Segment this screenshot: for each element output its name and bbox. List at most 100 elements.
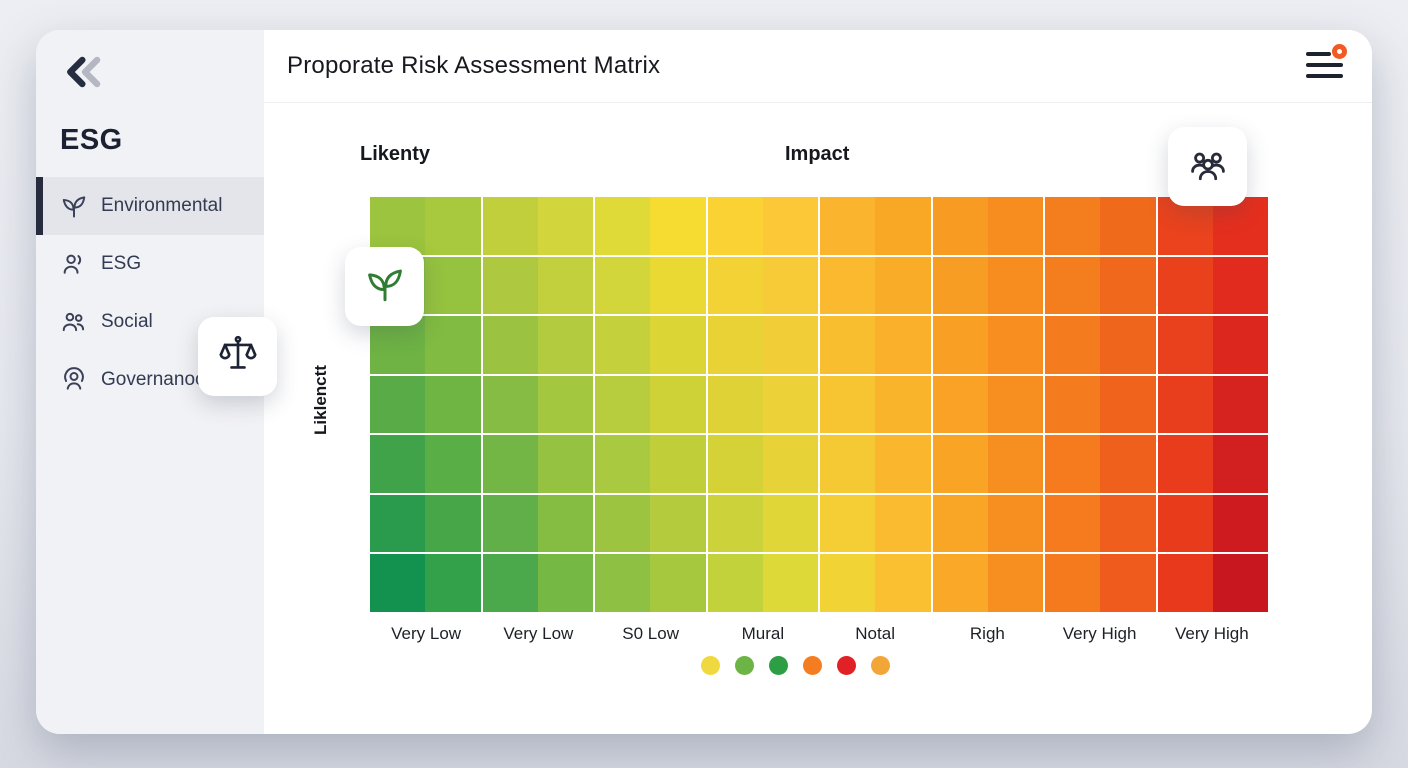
matrix-cell-shade — [425, 316, 481, 374]
matrix-cell-shade — [1212, 435, 1268, 493]
matrix-cell — [595, 316, 706, 374]
legend-dot — [802, 656, 822, 675]
matrix-cell-shade — [762, 494, 818, 553]
legend-dot — [836, 656, 856, 675]
matrix-cell-shade — [932, 375, 988, 434]
matrix-cell — [1157, 316, 1268, 374]
matrix-cell-shade — [1157, 256, 1213, 315]
matrix-cell — [820, 316, 931, 374]
users-icon — [60, 308, 88, 336]
matrix-cell-shade — [707, 197, 763, 255]
matrix-cell-shade — [595, 256, 651, 315]
matrix-cell — [595, 256, 706, 315]
sidebar-nav: Environmental ESG Social Governanoc — [36, 177, 264, 409]
matrix-cell — [820, 554, 931, 612]
matrix-cell-shade — [1212, 494, 1268, 553]
risk-matrix-heatmap — [370, 197, 1268, 612]
matrix-cell-shade — [425, 554, 481, 612]
sidebar-item-governanoc[interactable]: Governanoc — [36, 351, 264, 409]
matrix-cell — [932, 375, 1043, 434]
matrix-cell-shade — [1045, 435, 1101, 493]
x-axis-labels: Very Low Very Low S0 Low Mural Notal Righ Very… — [370, 624, 1268, 644]
active-indicator-bar — [36, 177, 43, 235]
matrix-cell-shade — [650, 375, 706, 434]
matrix-cell-shade — [370, 375, 426, 434]
sidebar-item-label: ESG — [101, 253, 142, 274]
matrix-cell — [1045, 256, 1156, 315]
matrix-cell-shade — [1212, 256, 1268, 315]
social-card[interactable] — [1168, 127, 1247, 206]
matrix-cell — [482, 316, 593, 374]
sidebar-item-environmental[interactable]: Environmental — [36, 177, 264, 235]
notification-badge — [1332, 44, 1347, 59]
matrix-cell-shade — [762, 197, 818, 255]
matrix-cell-shade — [1100, 494, 1156, 553]
sidebar-item-label: Environmental — [101, 195, 223, 216]
matrix-cell-shade — [987, 554, 1043, 612]
matrix-cell — [932, 494, 1043, 553]
matrix-cell-shade — [1100, 435, 1156, 493]
matrix-cell-shade — [820, 375, 876, 434]
matrix-cell — [707, 554, 818, 612]
governance-card[interactable] — [198, 317, 277, 396]
matrix-cell-shade — [932, 197, 988, 255]
matrix-cell — [1045, 435, 1156, 493]
matrix-cell — [1157, 494, 1268, 553]
matrix-cell — [1045, 554, 1156, 612]
scales-icon — [217, 333, 259, 380]
sidebar-collapse-button[interactable] — [62, 54, 110, 90]
matrix-cell-shade — [482, 494, 538, 553]
matrix-cell-shade — [762, 316, 818, 374]
sidebar-item-social[interactable]: Social — [36, 293, 264, 351]
matrix-cell-shade — [595, 554, 651, 612]
matrix-cell-shade — [762, 375, 818, 434]
matrix-cell-shade — [1212, 554, 1268, 612]
matrix-cell — [707, 375, 818, 434]
environmental-card[interactable] — [345, 247, 424, 326]
matrix-cell — [370, 435, 481, 493]
matrix-cell-shade — [932, 554, 988, 612]
matrix-cell-shade — [1045, 256, 1101, 315]
matrix-cell-shade — [1100, 197, 1156, 255]
matrix-cell-shade — [875, 554, 931, 612]
hamburger-menu-icon[interactable] — [1306, 44, 1347, 84]
y-axis-label: Liklenctt — [311, 365, 330, 435]
matrix-cell-shade — [1157, 435, 1213, 493]
matrix-cell — [932, 435, 1043, 493]
notification-badge-dot — [1337, 49, 1342, 54]
matrix-cell-shade — [820, 554, 876, 612]
matrix-cell-shade — [482, 316, 538, 374]
matrix-cell-shade — [762, 554, 818, 612]
matrix-cell-shade — [370, 435, 426, 493]
matrix-cell — [482, 375, 593, 434]
x-axis-label: Very Low — [391, 624, 462, 643]
matrix-cell — [482, 494, 593, 553]
active-indicator-bar — [36, 351, 43, 409]
matrix-cell-shade — [820, 494, 876, 553]
matrix-cell — [707, 256, 818, 315]
matrix-cell — [1045, 316, 1156, 374]
sidebar-item-esg[interactable]: ESG — [36, 235, 264, 293]
matrix-cell — [1045, 197, 1156, 255]
matrix-cell — [1157, 375, 1268, 434]
matrix-cell-shade — [707, 316, 763, 374]
matrix-cell — [370, 554, 481, 612]
matrix-cell-shade — [1212, 375, 1268, 434]
matrix-cell-shade — [1045, 197, 1101, 255]
sidebar-heading: ESG — [60, 124, 123, 156]
matrix-cell — [932, 197, 1043, 255]
matrix-cell-shade — [425, 494, 481, 553]
matrix-cell-shade — [1045, 316, 1101, 374]
matrix-cell-shade — [1157, 554, 1213, 612]
matrix-cell-shade — [425, 197, 481, 255]
x-axis-label: Mural — [741, 624, 785, 643]
matrix-cell-shade — [1045, 375, 1101, 434]
x-axis-label: Very High — [1175, 624, 1249, 643]
matrix-cell-shade — [932, 256, 988, 315]
legend-dot — [870, 656, 890, 675]
matrix-cell-shade — [537, 375, 593, 434]
matrix-cell — [595, 554, 706, 612]
legend-dot — [700, 656, 720, 675]
matrix-cell — [707, 316, 818, 374]
matrix-cell-shade — [987, 435, 1043, 493]
